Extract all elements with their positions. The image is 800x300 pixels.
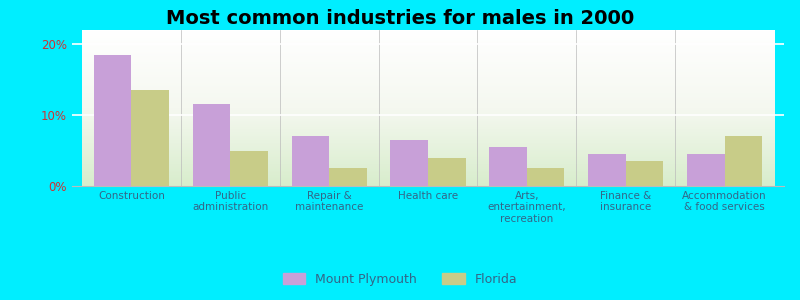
- Bar: [588, 154, 626, 186]
- Text: Most common industries for males in 2000: Most common industries for males in 2000: [166, 9, 634, 28]
- Bar: [291, 136, 329, 186]
- Bar: [725, 136, 762, 186]
- Bar: [193, 104, 230, 186]
- Bar: [490, 147, 527, 186]
- Bar: [329, 168, 366, 186]
- Legend: Mount Plymouth, Florida: Mount Plymouth, Florida: [278, 268, 522, 291]
- Bar: [428, 158, 466, 186]
- Bar: [527, 168, 565, 186]
- Bar: [687, 154, 725, 186]
- Bar: [390, 140, 428, 186]
- Bar: [626, 161, 663, 186]
- Bar: [94, 55, 131, 186]
- Bar: [230, 151, 268, 186]
- Bar: [131, 90, 169, 186]
